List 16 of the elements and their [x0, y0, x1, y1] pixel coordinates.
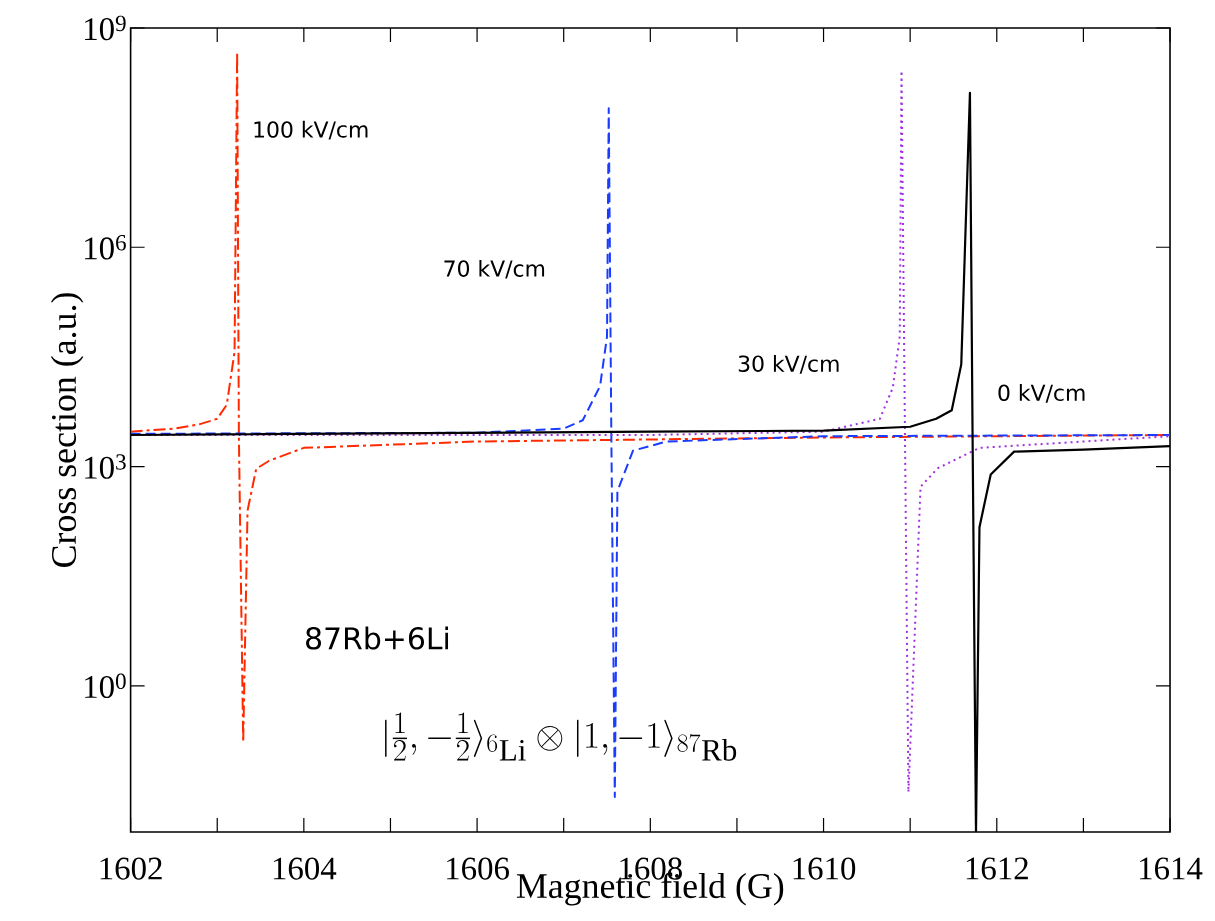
y-tick-label: 10$^{0}$	[85, 673, 126, 699]
x-tick-label: 1606	[447, 857, 509, 880]
y-axis-title: Cross section (a.u.)	[50, 293, 84, 567]
x-tick-label: 1602	[100, 857, 162, 880]
y-tick-label: 10$^{3}$	[85, 454, 126, 479]
x-tick-label: 1610	[793, 857, 856, 880]
annotation: 87Rb+6Li	[306, 626, 449, 650]
annotation: 70 kV/cm	[444, 259, 545, 279]
x-tick-label: 1614	[1140, 857, 1203, 880]
x-tick-label: 1604	[273, 857, 337, 880]
x-tick-label: 1612	[966, 857, 1028, 880]
annotation: 100 kV/cm	[254, 120, 368, 140]
annotation: 0 kV/cm	[998, 384, 1085, 403]
annotation: 30 kV/cm	[738, 355, 839, 374]
y-tick-label: 10$^{6}$	[85, 234, 126, 260]
y-tick-label: 10$^{9}$	[85, 15, 126, 41]
